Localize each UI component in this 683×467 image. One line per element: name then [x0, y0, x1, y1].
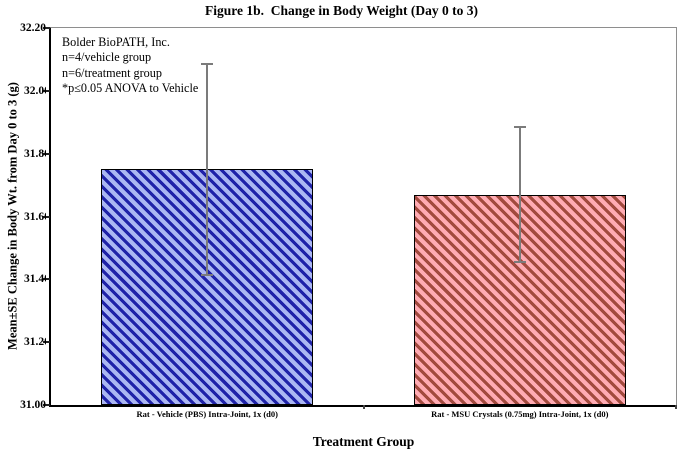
annotation-line-n-treatment: n=6/treatment group [62, 65, 162, 80]
annotation-box: Bolder BioPATH, Inc. n=4/vehicle group n… [62, 35, 198, 97]
error-bar-cap-top [513, 125, 526, 128]
annotation-line-stats: *p≤0.05 ANOVA to Vehicle [62, 81, 199, 96]
error-bar-cap-top [201, 63, 214, 66]
y-tick-label: 32.00 [24, 84, 46, 97]
y-tick-label: 31.00 [20, 399, 46, 411]
y-tick-mark [43, 89, 50, 92]
y-tick-mark [43, 278, 50, 281]
x-category-label: Rat - MSU Crystals (0.75mg) Intra-Joint,… [431, 409, 609, 419]
error-bar-cap-bottom [201, 273, 214, 276]
y-tick-mark [43, 404, 50, 406]
error-bar [518, 126, 521, 263]
y-tick-label: 31.40 [24, 273, 46, 286]
y-tick-label: 31.20 [24, 336, 46, 349]
chart-title: Figure 1b. Change in Body Weight (Day 0 … [205, 3, 478, 18]
error-bar-cap-bottom [513, 261, 526, 264]
y-tick-mark [43, 27, 50, 29]
x-axis-title: Treatment Group [312, 434, 415, 449]
y-tick-label: 31.60 [24, 210, 46, 223]
error-bar [206, 64, 209, 275]
y-axis-title: Mean±SE Change in Body Wt. from Day 0 to… [5, 82, 20, 350]
x-tick-mark [675, 405, 677, 409]
annotation-line-n-vehicle: n=4/vehicle group [62, 50, 152, 65]
x-category-label: Rat - Vehicle (PBS) Intra-Joint, 1x (d0) [136, 409, 278, 419]
y-tick-label: 31.80 [24, 147, 46, 160]
plot-area: Bolder BioPATH, Inc. n=4/vehicle group n… [49, 27, 677, 407]
y-tick-label: 32.20 [20, 22, 46, 34]
y-tick-mark [43, 215, 50, 218]
x-tick-mark [362, 405, 365, 409]
y-tick-mark [43, 341, 50, 344]
annotation-line-company: Bolder BioPATH, Inc. [62, 35, 170, 49]
y-tick-mark [43, 152, 50, 155]
